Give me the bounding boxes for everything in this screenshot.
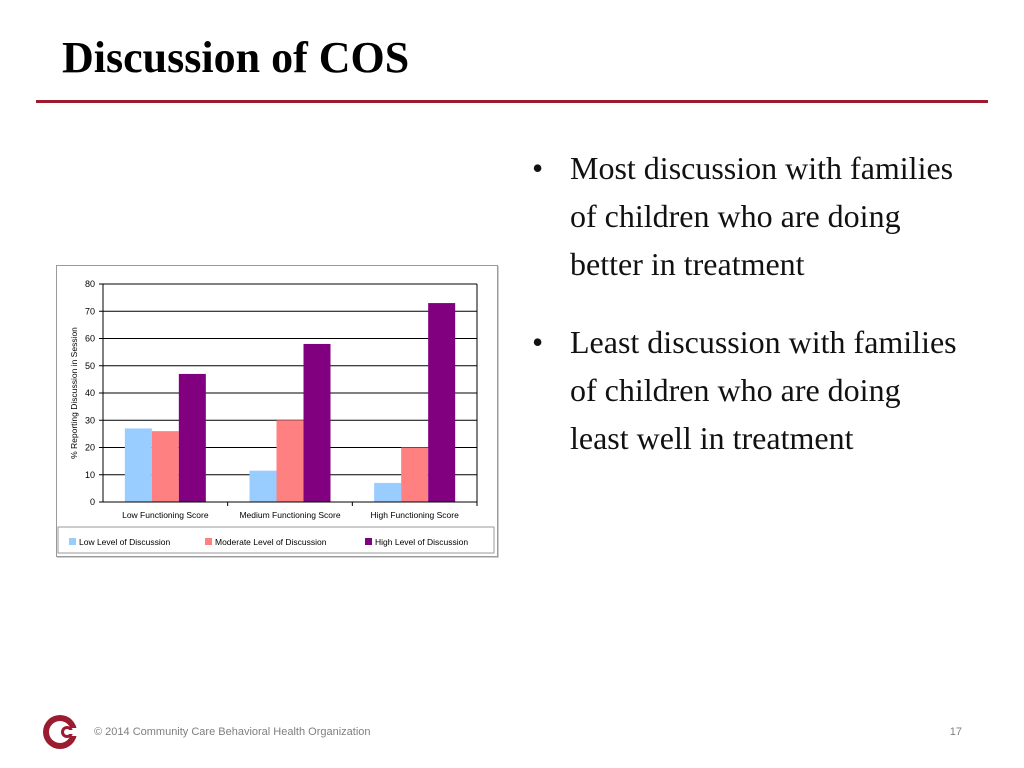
bullet-icon: •	[532, 150, 544, 186]
x-tick-label: High Functioning Score	[370, 510, 459, 520]
y-tick-label: 30	[85, 415, 95, 425]
y-tick-label: 60	[85, 334, 95, 344]
bar	[124, 428, 152, 502]
bar	[178, 373, 206, 502]
bullet-item: • Most discussion with families of child…	[528, 144, 958, 288]
legend-swatch	[205, 538, 212, 545]
y-tick-label: 80	[85, 279, 95, 289]
legend-label: Low Level of Discussion	[79, 537, 170, 547]
bullet-icon: •	[532, 324, 544, 360]
legend-box	[57, 526, 495, 554]
bar	[374, 482, 402, 502]
x-tick-label: Medium Functioning Score	[239, 510, 340, 520]
y-tick-label: 70	[85, 306, 95, 316]
bar	[151, 431, 179, 502]
bar	[249, 470, 277, 502]
bullet-text: Most discussion with families of childre…	[570, 150, 954, 282]
bar	[428, 303, 456, 502]
page-number: 17	[949, 726, 962, 738]
footer-copyright: © 2014 Community Care Behavioral Health …	[94, 726, 371, 738]
bullet-list: • Most discussion with families of child…	[528, 144, 958, 462]
bar	[401, 447, 429, 502]
community-care-logo-icon	[43, 715, 82, 749]
bar	[303, 343, 331, 502]
x-tick-label: Low Functioning Score	[122, 510, 209, 520]
y-tick-label: 20	[85, 443, 95, 453]
y-tick-label: 10	[85, 470, 95, 480]
y-tick-label: 0	[90, 497, 95, 507]
legend-swatch	[365, 538, 372, 545]
title-divider	[36, 100, 988, 103]
y-tick-label: 40	[85, 388, 95, 398]
legend-label: Moderate Level of Discussion	[215, 537, 327, 547]
bullet-item: • Least discussion with families of chil…	[528, 318, 958, 462]
chart-svg: 0 10 20 30 40 50 60 70 80 % Reporting Discussion …	[57, 279, 495, 554]
slide-title: Discussion of COS	[62, 33, 410, 82]
bar	[276, 420, 304, 502]
y-axis-label: % Reporting Discussion in Session	[69, 327, 79, 459]
legend-label: High Level of Discussion	[375, 537, 468, 547]
bar-chart: 0 10 20 30 40 50 60 70 80 % Reporting Discussion …	[56, 265, 498, 557]
y-tick-label: 50	[85, 361, 95, 371]
legend-swatch	[69, 538, 76, 545]
bullet-text: Least discussion with families of childr…	[570, 324, 957, 456]
